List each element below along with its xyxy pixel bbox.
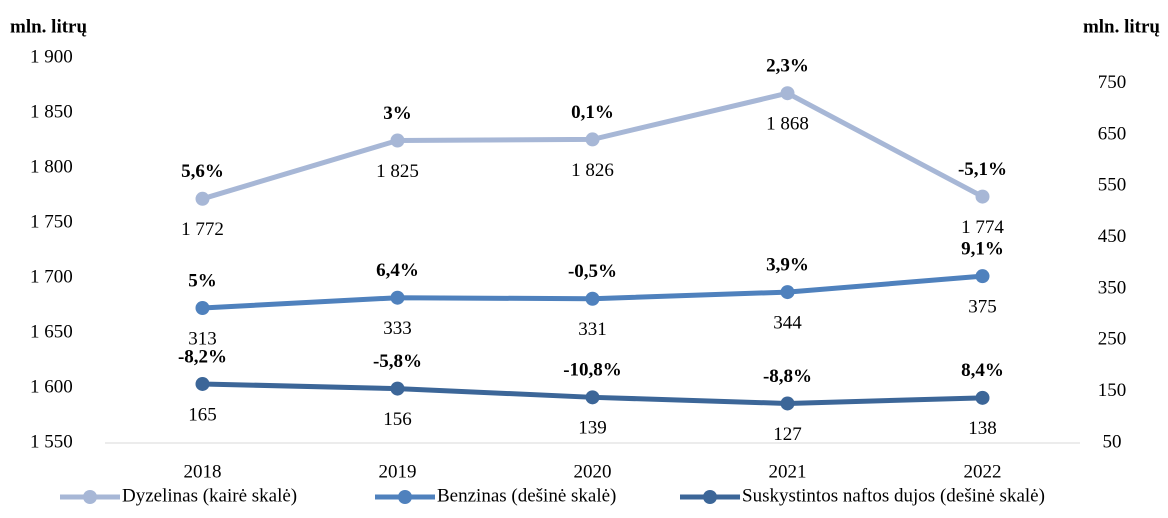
change-label: 2,3% [766, 56, 809, 77]
data-label: 165 [188, 404, 217, 425]
change-label: -5,8% [373, 351, 422, 372]
data-label: 1 774 [961, 217, 1004, 238]
change-label: 8,4% [961, 360, 1004, 381]
change-label: -10,8% [563, 360, 622, 381]
legend-label: Dyzelinas (kairė skalė) [122, 485, 297, 506]
y2-tick-label: 650 [1098, 123, 1127, 144]
y-tick-label: 1 850 [30, 101, 73, 122]
legend-label: Suskystintos naftos dujos (dešinė skalė) [742, 485, 1045, 506]
y-tick-label: 1 700 [30, 266, 73, 287]
data-label: 333 [383, 318, 412, 339]
y2-tick-label: 450 [1098, 226, 1127, 247]
y2-tick-label: 150 [1098, 380, 1127, 401]
y2-tick-label: 250 [1098, 329, 1127, 350]
data-label: 331 [578, 319, 607, 340]
point [780, 396, 795, 411]
change-label: 0,1% [571, 102, 614, 123]
point [780, 285, 795, 300]
data-label: 139 [578, 418, 607, 439]
y-axis-title: mln. litrų [10, 16, 87, 37]
x-tick-label: 2021 [769, 461, 807, 482]
change-label: 5,6% [181, 161, 224, 182]
point [975, 269, 990, 284]
x-tick-label: 2018 [184, 461, 222, 482]
data-label: 1 772 [181, 219, 224, 240]
point [390, 381, 405, 396]
y-tick-label: 1 800 [30, 156, 73, 177]
data-label: 1 826 [571, 160, 614, 181]
data-label: 1 825 [376, 161, 419, 182]
y2-tick-label: 350 [1098, 277, 1127, 298]
change-label: 5% [188, 270, 217, 291]
y-tick-label: 1 900 [30, 46, 73, 67]
point [585, 132, 600, 147]
change-label: 9,1% [961, 239, 1004, 260]
data-label: 344 [773, 312, 802, 333]
data-label: 156 [383, 409, 412, 430]
point [390, 290, 405, 305]
data-label: 375 [968, 297, 997, 318]
change-label: 3% [383, 103, 412, 124]
data-label: 127 [773, 424, 802, 445]
legend-marker [398, 490, 412, 504]
change-label: -8,2% [178, 346, 227, 367]
point [975, 390, 990, 405]
legend-marker [83, 490, 97, 504]
point [585, 390, 600, 405]
data-label: 138 [968, 418, 997, 439]
y-tick-label: 1 650 [30, 321, 73, 342]
y2-axis-title: mln. litrų [1083, 16, 1160, 37]
change-label: -0,5% [568, 261, 617, 282]
y2-tick-label: 50 [1103, 431, 1122, 452]
x-tick-label: 2020 [574, 461, 612, 482]
data-label: 313 [188, 328, 217, 349]
point [195, 191, 210, 206]
change-label: -5,1% [958, 159, 1007, 180]
change-label: -8,8% [763, 366, 812, 387]
x-tick-label: 2022 [964, 461, 1002, 482]
point [195, 376, 210, 391]
point [195, 300, 210, 315]
y-tick-label: 1 750 [30, 211, 73, 232]
point [390, 133, 405, 148]
change-label: 6,4% [376, 260, 419, 281]
legend-marker [703, 490, 717, 504]
legend-label: Benzinas (dešinė skalė) [437, 485, 616, 506]
y-tick-label: 1 550 [30, 431, 73, 452]
point [585, 291, 600, 306]
y2-tick-label: 550 [1098, 175, 1127, 196]
y-tick-label: 1 600 [30, 376, 73, 397]
point [780, 86, 795, 101]
x-tick-label: 2019 [379, 461, 417, 482]
point [975, 189, 990, 204]
change-label: 3,9% [766, 254, 809, 275]
data-label: 1 868 [766, 114, 809, 135]
y2-tick-label: 750 [1098, 72, 1127, 93]
